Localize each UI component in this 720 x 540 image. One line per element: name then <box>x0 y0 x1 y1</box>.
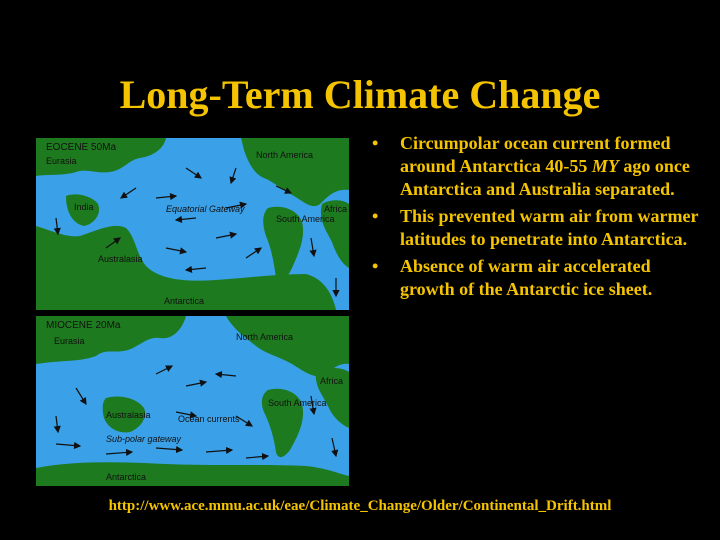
miocene-label-south-america: South America <box>268 398 327 408</box>
eocene-australasia-antarctica-land <box>36 225 336 310</box>
eocene-label-north-america: North America <box>256 150 313 160</box>
miocene-current-arrows <box>53 365 339 461</box>
eocene-current-arrows <box>53 167 340 298</box>
bullet-item: • Absence of warm air accelerated growth… <box>370 255 700 301</box>
eocene-label-africa: Africa <box>324 204 347 214</box>
eocene-india-land <box>66 194 100 226</box>
bullet-dot: • <box>372 256 379 276</box>
eocene-south-america-land <box>263 206 304 282</box>
miocene-label-gateway: Sub-polar gateway <box>106 434 182 444</box>
miocene-south-america-land <box>261 388 304 458</box>
eocene-label-gateway: Equatorial Gateway <box>166 204 245 214</box>
slide-title: Long-Term Climate Change <box>119 72 601 117</box>
eocene-label-eurasia: Eurasia <box>46 156 77 166</box>
eocene-africa-land <box>320 200 349 268</box>
eocene-label-south-america: South America <box>276 214 335 224</box>
bullet-dot: • <box>372 133 379 153</box>
bullet-text: Circumpolar ocean current formed around … <box>400 133 690 199</box>
eocene-north-america-land <box>241 138 349 207</box>
miocene-map: MIOCENE 20Ma Eurasia North America Afric… <box>36 316 349 486</box>
bullet-list: • Circumpolar ocean current formed aroun… <box>370 132 700 305</box>
eocene-label-india: India <box>74 202 94 212</box>
eocene-eurasia-land <box>36 138 166 176</box>
bullet-text: This prevented warm air from warmer lati… <box>400 206 699 249</box>
bullet-text: Absence of warm air accelerated growth o… <box>400 256 653 299</box>
eocene-label-australasia: Australasia <box>98 254 143 264</box>
miocene-north-america-land <box>226 316 349 377</box>
miocene-label-north-america: North America <box>236 332 293 342</box>
miocene-title: MIOCENE 20Ma <box>46 320 121 331</box>
eocene-label-antarctica: Antarctica <box>164 296 204 306</box>
source-link[interactable]: http://www.ace.mmu.ac.uk/eae/Climate_Cha… <box>108 498 612 514</box>
miocene-antarctica-land <box>36 462 349 486</box>
bullet-dot: • <box>372 206 379 226</box>
eocene-map: EOCENE 50Ma Eurasia North America India … <box>36 138 349 310</box>
eocene-title: EOCENE 50Ma <box>46 142 116 153</box>
miocene-label-antarctica: Antarctica <box>106 472 146 482</box>
bullet-item: • This prevented warm air from warmer la… <box>370 205 700 251</box>
continental-drift-maps: EOCENE 50Ma Eurasia North America India … <box>36 138 349 486</box>
miocene-label-eurasia: Eurasia <box>54 336 85 346</box>
miocene-africa-land <box>315 367 349 428</box>
miocene-label-currents: Ocean currents <box>178 414 240 424</box>
miocene-eurasia-land <box>36 316 186 364</box>
miocene-label-australasia: Australasia <box>106 410 151 420</box>
maps-svg: EOCENE 50Ma Eurasia North America India … <box>36 138 349 486</box>
bullet-item: • Circumpolar ocean current formed aroun… <box>370 132 700 201</box>
miocene-australasia-land <box>102 396 146 433</box>
miocene-label-africa: Africa <box>320 376 343 386</box>
